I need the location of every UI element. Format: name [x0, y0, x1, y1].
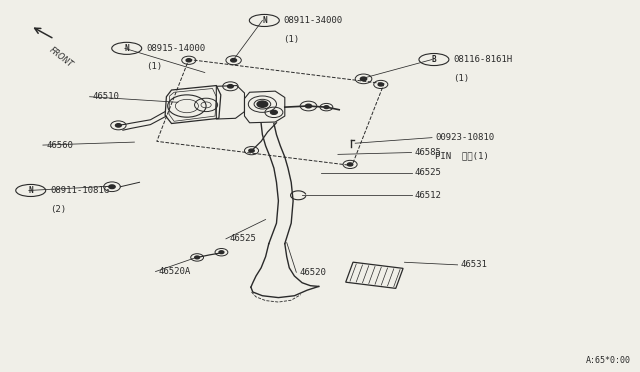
Text: 46510: 46510 [93, 92, 120, 101]
Circle shape [257, 101, 268, 107]
Circle shape [230, 58, 237, 62]
Circle shape [195, 256, 200, 259]
Circle shape [348, 163, 353, 166]
Text: FRONT: FRONT [48, 45, 75, 69]
Text: (1): (1) [453, 74, 469, 83]
Text: (1): (1) [146, 62, 162, 71]
Text: (1): (1) [284, 35, 300, 44]
Circle shape [219, 251, 224, 254]
Text: (2): (2) [50, 205, 66, 214]
Text: N: N [28, 186, 33, 195]
Text: 46525: 46525 [229, 234, 256, 243]
Text: 08116-8161H: 08116-8161H [453, 55, 512, 64]
Bar [346, 262, 403, 288]
Text: 46512: 46512 [415, 191, 442, 200]
Text: 08911-1081G: 08911-1081G [50, 186, 109, 195]
Text: 46560: 46560 [46, 141, 73, 150]
Text: B: B [431, 55, 436, 64]
Circle shape [109, 185, 115, 189]
Text: 46520: 46520 [300, 268, 326, 277]
Circle shape [186, 59, 191, 62]
Circle shape [360, 77, 367, 81]
Text: N: N [124, 44, 129, 53]
Text: 46520A: 46520A [159, 267, 191, 276]
Circle shape [324, 106, 329, 109]
Text: 00923-10810: 00923-10810 [435, 133, 494, 142]
Circle shape [378, 83, 383, 86]
Text: N: N [262, 16, 267, 25]
Circle shape [115, 124, 122, 127]
Circle shape [259, 102, 266, 106]
Text: A:65*0:00: A:65*0:00 [586, 356, 630, 365]
Text: 46525: 46525 [415, 169, 442, 177]
Circle shape [249, 149, 254, 152]
Circle shape [227, 84, 234, 88]
Text: 08911-34000: 08911-34000 [284, 16, 342, 25]
Circle shape [271, 110, 277, 114]
Text: 46531: 46531 [461, 260, 488, 269]
Text: PIN  ピン(1): PIN ピン(1) [435, 151, 489, 160]
Text: 46585: 46585 [415, 148, 442, 157]
Text: 08915-14000: 08915-14000 [146, 44, 205, 53]
Circle shape [305, 104, 312, 108]
